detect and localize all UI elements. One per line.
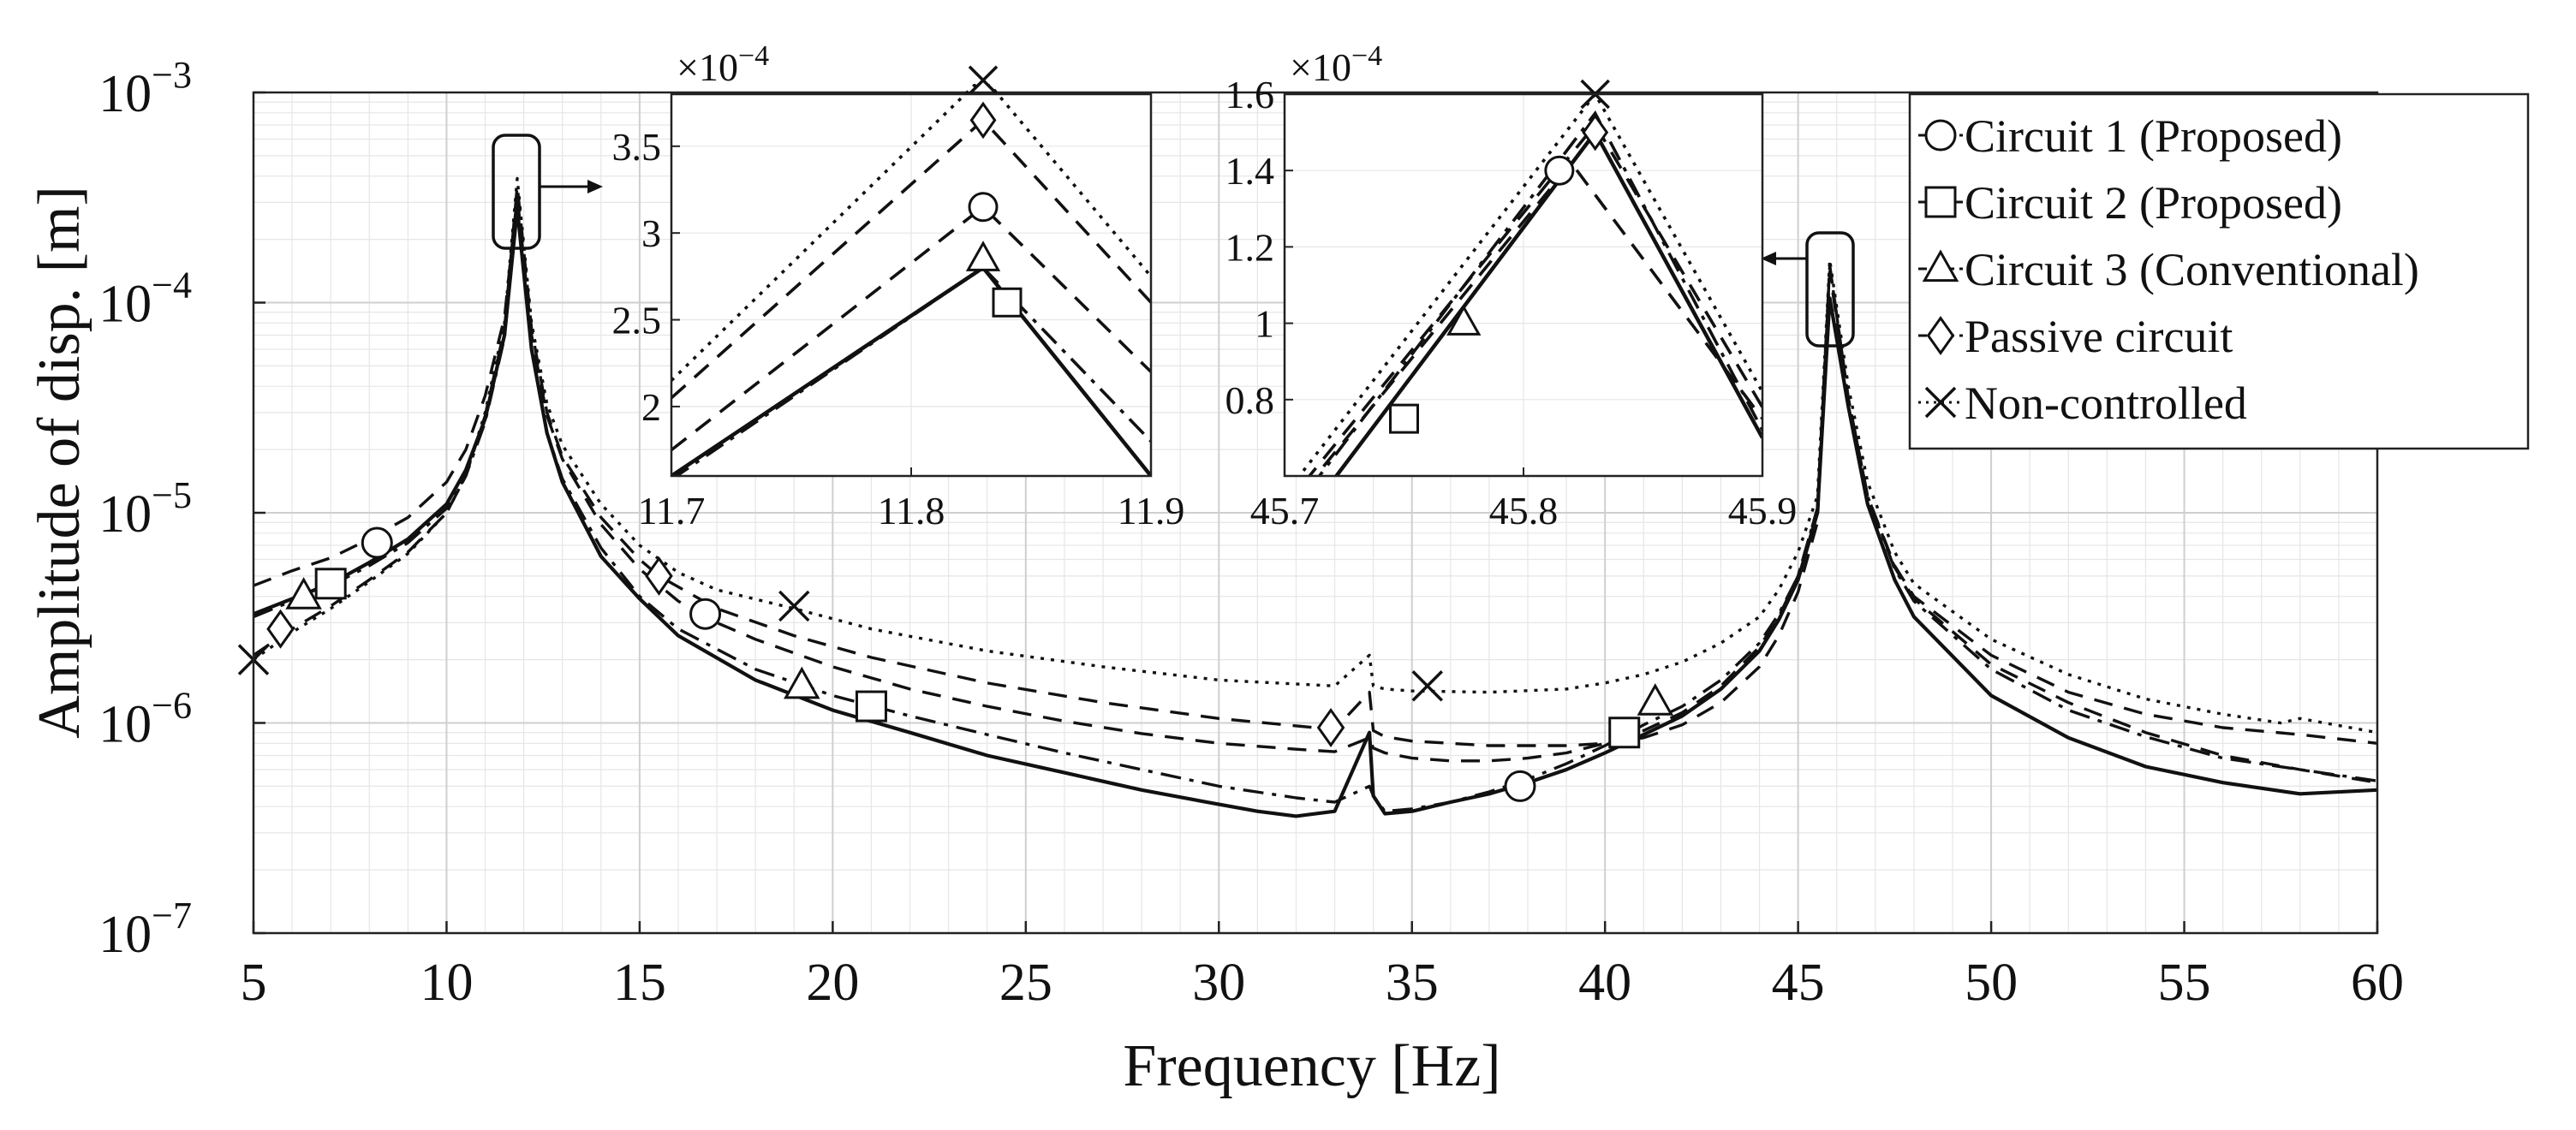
legend-label: Circuit 3 (Conventional) <box>1965 244 2419 295</box>
legend-label: Passive circuit <box>1965 311 2233 362</box>
x-tick-label: 35 <box>1386 954 1439 1012</box>
inset-multiplier: ×10−4 <box>1290 40 1382 89</box>
zoom-box-left <box>492 134 541 250</box>
triangle-marker <box>965 241 1001 271</box>
diamond-marker <box>645 556 673 596</box>
y-tick-label: 10−5 <box>98 474 192 544</box>
legend-item: Passive circuit <box>1918 311 2233 362</box>
y-tick-label: 10−3 <box>98 54 192 123</box>
inset-y-tick-label: 3.5 <box>612 125 662 169</box>
inset-x-tick-label: 45.8 <box>1489 489 1559 532</box>
legend-label: Circuit 1 (Proposed) <box>1965 110 2342 162</box>
inset-series-line <box>1307 122 1762 476</box>
x-marker <box>778 590 810 622</box>
diamond-marker <box>266 609 295 649</box>
circle-marker <box>361 526 393 559</box>
legend-label: Circuit 2 (Proposed) <box>1965 177 2342 229</box>
inset-right: 45.7 45.8 45.9 0.8 1 1.2 1.4 1.6 ×10−4 <box>1225 40 1798 532</box>
inset-y-tick-label: 1.2 <box>1225 225 1275 269</box>
zoom-box-right <box>1805 231 1855 348</box>
x-tick-label: 5 <box>241 954 267 1012</box>
x-marker <box>1924 386 1957 419</box>
inset-x-tick-label: 11.7 <box>638 489 706 532</box>
y-tick-label: 10−7 <box>98 895 192 964</box>
circle-marker <box>1924 119 1957 152</box>
x-tick-label: 10 <box>420 954 473 1012</box>
inset-y-tick-label: 1.4 <box>1225 149 1275 193</box>
inset-left: 11.7 11.8 11.9 2 2.5 3 3.5 ×10−4 <box>612 40 1185 532</box>
square-marker <box>855 690 887 723</box>
triangle-marker <box>784 666 820 699</box>
series-line-passive-circuit <box>253 184 2378 747</box>
square-marker <box>1608 717 1641 749</box>
x-tick-label: 60 <box>2351 954 2404 1012</box>
y-axis-label: Amplitude of disp. [m] <box>27 186 92 738</box>
zoom-arrowhead-left <box>587 180 603 193</box>
zoom-indicators <box>492 134 1855 348</box>
triangle-marker <box>285 577 322 610</box>
triangle-marker <box>1446 305 1482 336</box>
inset-x-tick-label: 11.8 <box>878 489 945 532</box>
diamond-marker <box>1316 707 1345 747</box>
inset-y-tick-label: 2.5 <box>612 299 662 342</box>
x-tick-label: 50 <box>1965 954 2018 1012</box>
inset-y-tick-label: 0.8 <box>1225 378 1275 422</box>
x-tick-label: 30 <box>1192 954 1245 1012</box>
diamond-marker <box>1582 113 1609 152</box>
legend-box <box>1908 92 2530 450</box>
legend-item: Circuit 2 (Proposed) <box>1918 177 2342 229</box>
square-marker <box>1389 403 1419 434</box>
legend-item: Non-controlled <box>1918 378 2247 429</box>
legend: Circuit 1 (Proposed) Circuit 2 (Proposed)… <box>1908 92 2530 450</box>
inset-x-tick-label: 11.9 <box>1118 489 1185 532</box>
diamond-marker <box>969 101 997 140</box>
series-markers <box>237 526 1674 802</box>
circle-marker <box>1544 155 1575 186</box>
inset-series-line <box>671 205 1151 452</box>
x-tick-label: 20 <box>806 954 859 1012</box>
series-lines <box>253 176 2378 818</box>
inset-x-tick-label: 45.9 <box>1728 489 1798 532</box>
series-line-non-controlled <box>253 176 2378 734</box>
series-line-circuit-3-conventional <box>253 205 2378 813</box>
inset-y-tick-label: 3 <box>641 211 661 255</box>
triangle-marker <box>1922 249 1959 282</box>
legend-label: Non-controlled <box>1965 378 2247 429</box>
square-marker <box>992 287 1023 318</box>
square-marker <box>314 568 347 600</box>
inset-series-line <box>1317 110 1762 476</box>
diamond-marker <box>1926 316 1955 355</box>
circle-marker <box>689 598 722 630</box>
x-tick-label: 40 <box>1578 954 1631 1012</box>
triangle-marker <box>1637 683 1674 716</box>
x-tick-label: 55 <box>2158 954 2211 1012</box>
y-tick-label: 10−4 <box>98 265 192 334</box>
inset-y-tick-label: 2 <box>641 385 661 429</box>
x-tick-label: 15 <box>613 954 666 1012</box>
legend-item: Circuit 1 (Proposed) <box>1918 110 2342 162</box>
inset-series-line <box>671 84 1151 382</box>
x-axis-label: Frequency [Hz] <box>1123 1033 1500 1099</box>
inset-x-tick-label: 45.7 <box>1250 489 1320 532</box>
y-tick-label: 10−6 <box>98 685 192 754</box>
x-tick-label: 45 <box>1772 954 1825 1012</box>
zoom-arrowhead-right <box>1761 252 1776 265</box>
legend-item: Circuit 3 (Conventional) <box>1918 244 2419 295</box>
axes: 5 10 15 20 25 30 35 40 45 50 55 60 10−3 10−4 10−5 10−6 1… <box>98 54 2404 1012</box>
inset-y-tick-label: 1 <box>1255 302 1274 346</box>
inset-y-tick-label: 1.6 <box>1225 73 1275 116</box>
inset-multiplier: ×10−4 <box>677 40 769 89</box>
circle-marker <box>1504 770 1536 802</box>
square-marker <box>1924 186 1957 218</box>
circle-marker <box>968 192 999 223</box>
x-marker <box>1411 670 1443 702</box>
x-tick-label: 25 <box>999 954 1052 1012</box>
x-marker <box>968 65 999 96</box>
insets: 11.7 11.8 11.9 2 2.5 3 3.5 ×10−4 45.7 45.8 45.9 0.8… <box>612 40 1798 532</box>
